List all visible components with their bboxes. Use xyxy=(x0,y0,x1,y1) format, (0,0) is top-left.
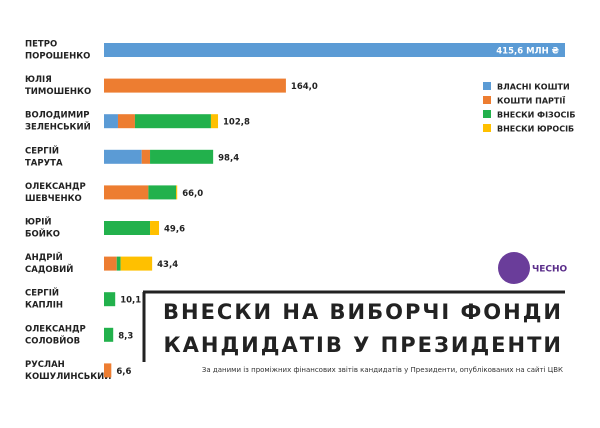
bar-segment xyxy=(116,256,121,271)
bar-segment xyxy=(104,149,142,164)
category-label: КАПЛІН xyxy=(25,301,63,311)
value-label: 98,4 xyxy=(218,153,239,163)
bar-segment xyxy=(117,114,135,129)
category-label: РУСЛАН xyxy=(25,360,65,370)
legend-label: ВНЕСКИ ФІЗОСІБ xyxy=(497,111,576,120)
legend-swatch xyxy=(483,82,491,90)
category-label: ПЕТРО xyxy=(25,40,57,50)
bar-segment xyxy=(104,78,286,93)
title: ВНЕСКИ НА ВИБОРЧІ ФОНДИ xyxy=(163,300,563,324)
bar-segment xyxy=(104,221,151,235)
bar-segment xyxy=(104,292,116,307)
legend-label: ВНЕСКИ ЮРОСІБ xyxy=(497,125,574,134)
bar-segment xyxy=(104,327,114,342)
bar-segment xyxy=(148,185,177,200)
value-label: 43,4 xyxy=(157,260,178,270)
category-label: БОЙКО xyxy=(25,228,60,240)
bar-segment xyxy=(104,185,149,200)
bar-segment xyxy=(210,114,219,129)
category-label: СЕРГІЙ xyxy=(25,287,59,299)
category-label: КОШУЛИНСЬКИЙ xyxy=(25,370,111,382)
value-label: 49,6 xyxy=(164,225,185,235)
category-label: ВОЛОДИМИР xyxy=(25,111,89,121)
logo: ЧЕСНО xyxy=(532,265,568,275)
value-label: 66,0 xyxy=(182,189,203,199)
legend-label: ВЛАСНІ КОШТИ xyxy=(497,83,570,92)
bar-segment xyxy=(104,256,117,271)
value-label: 164,0 xyxy=(291,82,318,92)
legend-swatch xyxy=(483,124,491,132)
value-label: 102,8 xyxy=(223,118,250,128)
bar-segment xyxy=(150,221,160,235)
category-label: ЗЕЛЕНСЬКИЙ xyxy=(25,121,91,133)
bar-segment xyxy=(120,256,153,271)
category-label: СОЛОВЙОВ xyxy=(25,334,80,346)
category-label: АНДРІЙ xyxy=(25,251,63,263)
bar-segment xyxy=(141,149,151,164)
title: КАНДИДАТІВ У ПРЕЗИДЕНТИ xyxy=(163,333,563,357)
bar-segment xyxy=(104,363,112,378)
value-label: 10,1 xyxy=(120,296,141,306)
bar-segment xyxy=(104,43,565,57)
value-label: 8,3 xyxy=(118,331,133,341)
category-label: ТИМОШЕНКО xyxy=(25,87,91,97)
category-label: ТАРУТА xyxy=(25,158,63,168)
category-label: СЕРГІЙ xyxy=(25,144,59,156)
bar-segment xyxy=(104,114,118,129)
bar-segment xyxy=(150,149,214,164)
category-label: ШЕВЧЕНКО xyxy=(25,194,82,204)
category-label: САДОВИЙ xyxy=(25,263,73,275)
legend-swatch xyxy=(483,110,491,118)
subtitle: За даними із проміжних фінансових звітів… xyxy=(202,366,563,374)
bar-segment xyxy=(176,185,178,200)
category-label: ЮЛІЯ xyxy=(25,75,52,85)
logo-icon xyxy=(498,252,530,284)
bar-segment xyxy=(134,114,211,129)
legend-label: КОШТИ ПАРТІЇ xyxy=(497,96,565,106)
category-label: ОЛЕКСАНДР xyxy=(25,324,86,334)
category-label: ОЛЕКСАНДР xyxy=(25,182,86,192)
value-label: 6,6 xyxy=(116,367,131,377)
category-label: ПОРОШЕНКО xyxy=(25,52,90,62)
category-label: ЮРІЙ xyxy=(25,216,51,228)
value-label: 415,6 МЛН ₴ xyxy=(496,47,559,57)
legend-swatch xyxy=(483,96,491,104)
